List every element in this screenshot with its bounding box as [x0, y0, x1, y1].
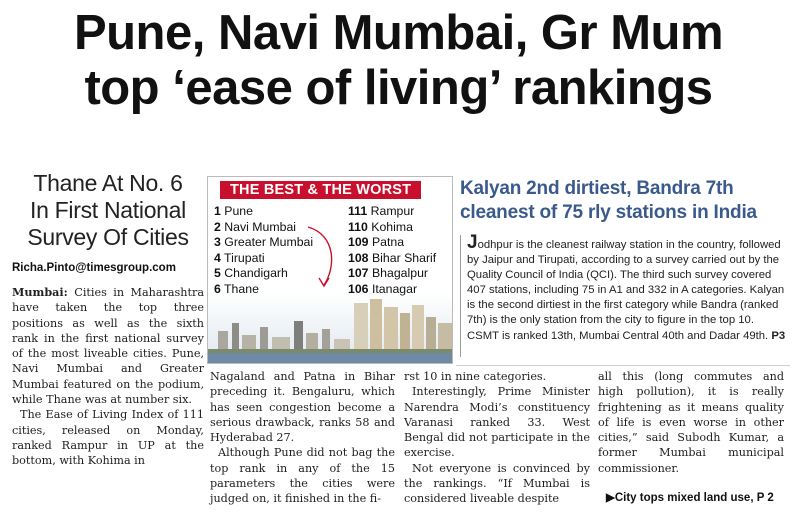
paragraph-text: Cities in Maharashtra have taken the top…	[12, 286, 204, 407]
worst-cities-list: 111 Rampur 110 Kohima 109 Patna 108 Biha…	[348, 204, 436, 298]
kicker-line: Kalyan 2nd dirtiest, Bandra 7th	[460, 178, 734, 199]
headline-line-2: top ‘ease of living’ rankings	[84, 61, 713, 115]
infobox-title-wrap: THE BEST & THE WORST	[220, 179, 422, 199]
paragraph: The Ease of Living Index of 111 cities, …	[12, 408, 204, 468]
paragraph: rst 10 in nine categories.	[404, 370, 547, 383]
page-reference[interactable]: P3	[771, 329, 786, 342]
list-item: 1 Pune	[214, 204, 253, 218]
best-cities-list: 1 Pune 2 Navi Mumbai 3 Greater Mumbai 4 …	[214, 204, 313, 298]
headline: Pune, Navi Mumbai, Gr Mum top ‘ease of l…	[0, 6, 797, 116]
paragraph: Nagaland and Patna in Bihar preceding it…	[210, 370, 395, 445]
left-body-text: Mumbai: Cities in Maharashtra have taken…	[12, 285, 204, 469]
list-item: 4 Tirupati	[214, 250, 265, 265]
left-column: Thane At No. 6 In First National Survey …	[12, 170, 204, 469]
paragraph: Not everyone is convinced by the ranking…	[404, 461, 590, 506]
list-item: 107 Bhagalpur	[348, 266, 429, 281]
subheadline-line: Thane At No. 6	[33, 170, 183, 196]
best-worst-infobox: THE BEST & THE WORST 1 Pune 2 Navi Mumba…	[207, 176, 453, 364]
list-item: 5 Chandigarh	[214, 266, 288, 281]
kicker-line: cleanest of 75 rly stations in India	[460, 202, 757, 223]
body-column-2: rst 10 in nine categories. Interestingly…	[404, 369, 590, 507]
paragraph: all this (long commutes and high polluti…	[598, 370, 784, 475]
city-skyline-photo	[208, 293, 452, 363]
dateline: Mumbai:	[12, 285, 68, 299]
list-item: 6 Thane	[214, 281, 259, 296]
story-text: odhpur is the cleanest railway station i…	[467, 239, 785, 342]
list-item: 3 Greater Mumbai	[214, 235, 314, 250]
paragraph: Although Pune did not bag the top rank i…	[210, 446, 395, 506]
list-item: 108 Bihar Sharif	[348, 250, 437, 265]
paragraph: Mumbai: Cities in Maharashtra have taken…	[12, 285, 204, 407]
railway-story-text: Jodhpur is the cleanest railway station …	[460, 232, 787, 357]
infobox-title: THE BEST & THE WORST	[220, 181, 422, 199]
list-item: 2 Navi Mumbai	[214, 219, 297, 234]
divider	[456, 365, 790, 366]
cross-reference-link[interactable]: ▶City tops mixed land use, P 2	[606, 492, 774, 504]
list-item: 106 Itanagar	[348, 281, 418, 296]
subheadline-line: In First National	[30, 197, 186, 223]
railway-story-heading: Kalyan 2nd dirtiest, Bandra 7th cleanest…	[460, 177, 790, 225]
list-item: 110 Kohima	[348, 219, 413, 234]
list-item: 109 Patna	[348, 235, 405, 250]
drop-cap: J	[467, 232, 478, 253]
byline[interactable]: Richa.Pinto@timesgroup.com	[12, 262, 176, 274]
paragraph: Interestingly, Prime Minister Narendra M…	[404, 385, 590, 460]
subheadline: Thane At No. 6 In First National Survey …	[12, 170, 204, 251]
body-column-1: Nagaland and Patna in Bihar preceding it…	[210, 369, 395, 507]
subheadline-line: Survey Of Cities	[27, 224, 189, 250]
list-item: 111 Rampur	[348, 204, 415, 218]
headline-line-1: Pune, Navi Mumbai, Gr Mum	[73, 6, 724, 60]
body-column-3: all this (long commutes and high polluti…	[598, 369, 784, 476]
